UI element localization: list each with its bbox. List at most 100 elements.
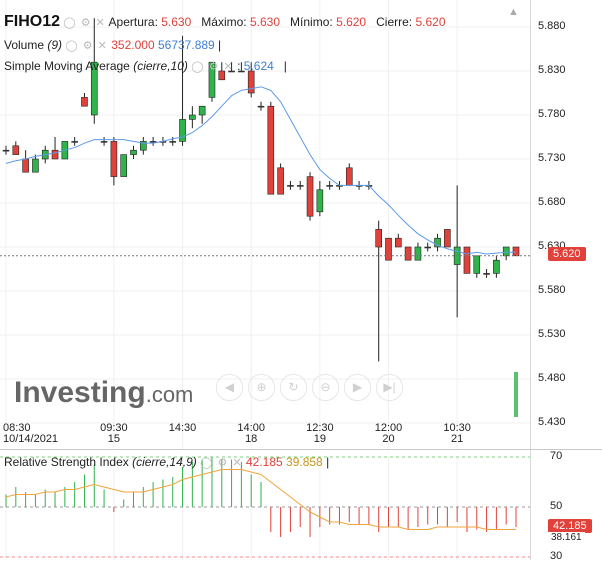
candle-body — [502, 246, 510, 257]
ticker-symbol: FIHO12 — [4, 13, 61, 30]
candle-body — [306, 176, 314, 217]
legend-expand-icon[interactable]: ▲ — [508, 6, 519, 18]
price-tick-label: 5.680 — [538, 196, 566, 208]
last-price-badge: 5.620 — [548, 247, 586, 261]
candle-body — [404, 246, 412, 261]
investing-logo: Investing.com — [14, 376, 194, 409]
candle — [257, 101, 265, 111]
time-tick-label: 10:30 21 — [443, 422, 471, 445]
time-tick-label: 12:00 20 — [374, 422, 403, 445]
legend-visibility-icons[interactable]: ◯ ⚙ ✕ — [63, 17, 106, 29]
candle-body — [463, 246, 471, 274]
time-tick-label: 14:00 18 — [237, 422, 265, 445]
candle — [100, 137, 108, 146]
candle-body — [51, 149, 59, 160]
candle-body — [267, 105, 275, 195]
scroll-left-icon[interactable]: ◀ — [216, 374, 243, 401]
rsi-value-badge: 42.185 — [548, 519, 592, 533]
rsi-tick-label: 50 — [550, 500, 563, 512]
candle-body — [247, 70, 255, 94]
candle — [140, 137, 147, 155]
candle — [404, 246, 412, 261]
close-value: 5.620 — [415, 15, 446, 29]
candle — [90, 18, 98, 124]
candle — [424, 242, 432, 252]
rsi-legend-icons[interactable]: ◯ ⚙ ✕ — [200, 457, 243, 469]
candle-body — [2, 149, 10, 152]
sma-line — [5, 86, 516, 255]
candle — [267, 101, 275, 195]
candle — [238, 62, 245, 73]
rsi-label: Relative Strength Index — [4, 455, 129, 469]
candle — [306, 172, 314, 221]
candle — [51, 137, 59, 160]
candle-body — [179, 119, 186, 142]
volume-ma-value: 56737.889 — [157, 38, 215, 52]
volume-legend-icons[interactable]: ◯ ⚙ ✕ — [65, 40, 108, 52]
sma-legend-icons[interactable]: ◯ ⚙ ✕ — [191, 61, 234, 73]
candle — [287, 181, 294, 190]
price-tick-label: 5.780 — [538, 108, 566, 120]
scroll-right-icon[interactable]: ▶ — [344, 374, 371, 401]
chart-toolbar: ◀ ⊕ ↻ ⊖ ▶ ▶| — [216, 374, 403, 401]
candle — [130, 145, 137, 159]
open-label: Apertura: — [108, 15, 158, 29]
candle — [120, 154, 127, 177]
time-tick-label: 09:30 15 — [100, 422, 128, 445]
time-tick-label: 08:30 10/14/2021 — [3, 422, 59, 445]
zoom-out-icon[interactable]: ⊖ — [312, 374, 339, 401]
candle — [444, 229, 451, 248]
candle-body — [473, 255, 481, 274]
candle — [414, 242, 422, 261]
candle — [345, 163, 353, 186]
sma-legend: Simple Moving Average (cierre,10) ◯ ⚙ ✕ … — [4, 59, 287, 73]
candle-body — [424, 246, 432, 249]
candle — [326, 181, 333, 190]
rsi-ma-line — [5, 469, 516, 530]
candle — [483, 269, 490, 278]
rsi-tick-label: 30 — [550, 550, 563, 562]
volume-bar — [514, 372, 518, 417]
candle — [228, 62, 235, 73]
candle — [385, 237, 392, 261]
candle-body — [414, 246, 422, 261]
low-label: Mínimo: — [290, 15, 333, 29]
candle-body — [512, 246, 520, 257]
candle — [512, 246, 520, 257]
scroll-end-icon[interactable]: ▶| — [376, 374, 403, 401]
candle-body — [444, 229, 451, 248]
candle — [434, 233, 441, 252]
high-label: Máximo: — [201, 15, 247, 29]
candle-body — [218, 70, 226, 81]
candle — [71, 137, 78, 146]
zoom-reset-icon[interactable]: ↻ — [280, 374, 307, 401]
sma-value: 5.624 — [243, 59, 274, 73]
candle-body — [120, 154, 127, 177]
price-grid — [0, 26, 530, 424]
candle — [149, 137, 157, 146]
zoom-in-icon[interactable]: ⊕ — [248, 374, 275, 401]
candle-body — [12, 145, 20, 155]
price-tick-label: 5.830 — [538, 64, 566, 76]
candle-body — [189, 114, 196, 120]
rsi-value: 42.185 — [245, 455, 283, 469]
volume-param: (9) — [47, 38, 63, 52]
candle — [189, 106, 196, 129]
rsi-ma-badge: 38.161 — [548, 532, 585, 543]
candle-body — [326, 185, 333, 187]
candle-body — [71, 141, 78, 143]
candle — [12, 141, 20, 155]
price-tick-label: 5.530 — [538, 328, 566, 340]
rsi-grid — [0, 456, 530, 558]
close-label: Cierre: — [376, 15, 413, 29]
sma-label: Simple Moving Average — [4, 59, 130, 73]
candle — [2, 145, 10, 155]
candle — [22, 150, 29, 173]
price-tick-label: 5.880 — [538, 20, 566, 32]
candle-body — [385, 237, 392, 261]
candle-body — [32, 158, 39, 173]
candle-body — [169, 141, 177, 143]
volume-bars — [514, 372, 518, 417]
candle — [179, 35, 186, 146]
